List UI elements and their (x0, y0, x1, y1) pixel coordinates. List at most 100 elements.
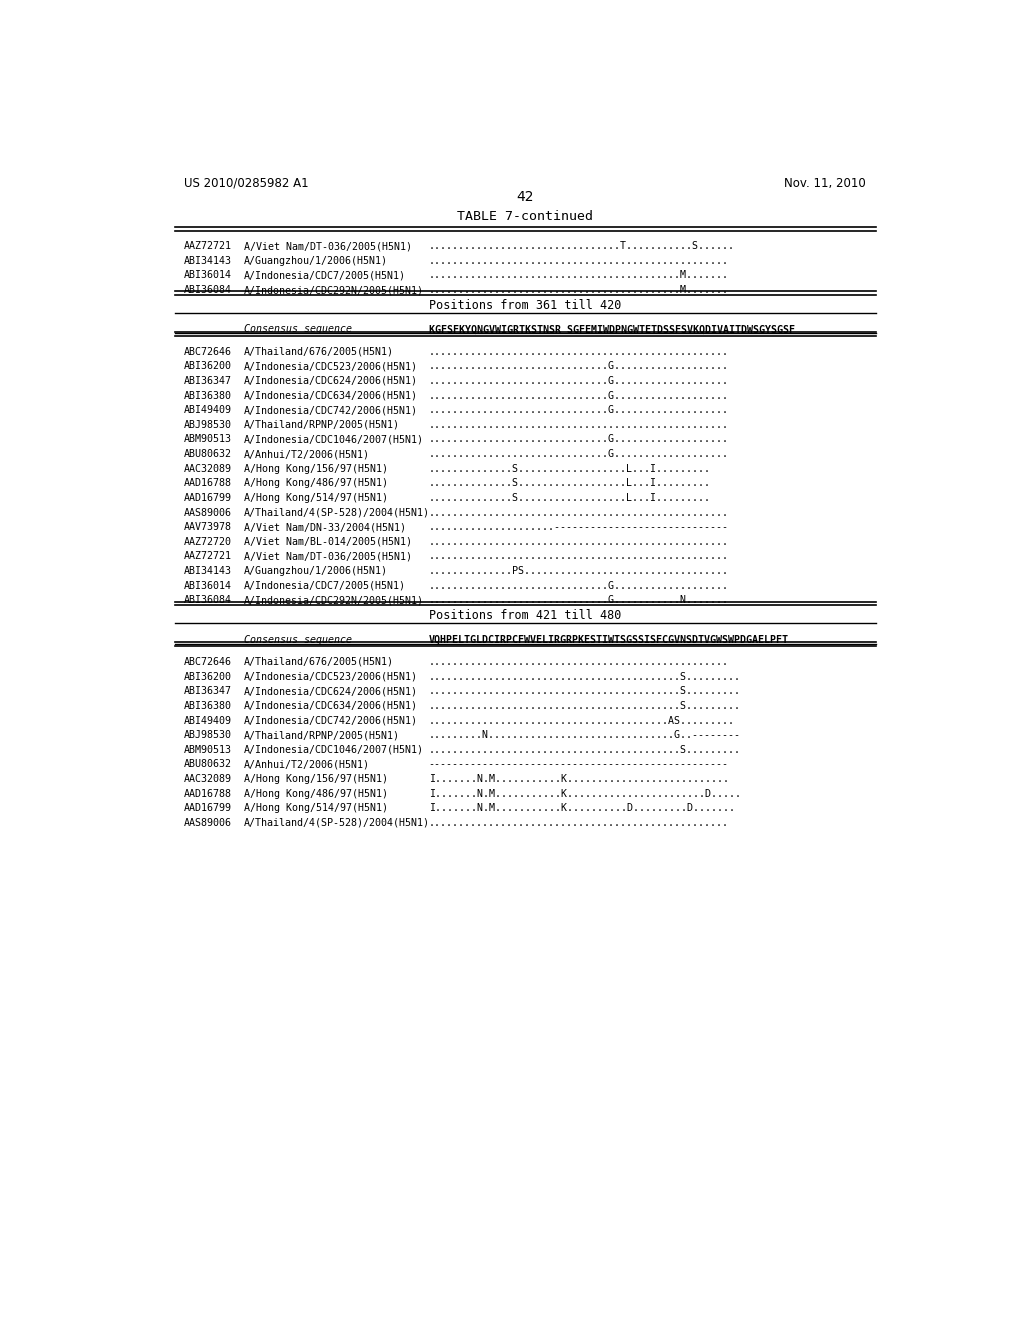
Text: A/Anhui/T2/2006(H5N1): A/Anhui/T2/2006(H5N1) (245, 759, 371, 770)
Text: AAD16799: AAD16799 (183, 804, 231, 813)
Text: ................................T...........S......: ................................T.......… (429, 242, 734, 251)
Text: A/Hong Kong/514/97(H5N1): A/Hong Kong/514/97(H5N1) (245, 804, 388, 813)
Text: ABI36014: ABI36014 (183, 581, 231, 591)
Text: A/Hong Kong/486/97(H5N1): A/Hong Kong/486/97(H5N1) (245, 478, 388, 488)
Text: A/Indonesia/CDC634/2006(H5N1): A/Indonesia/CDC634/2006(H5N1) (245, 391, 418, 400)
Text: A/Hong Kong/486/97(H5N1): A/Hong Kong/486/97(H5N1) (245, 788, 388, 799)
Text: ..............................G...................: ..............................G.........… (429, 362, 729, 371)
Text: A/Anhui/T2/2006(H5N1): A/Anhui/T2/2006(H5N1) (245, 449, 371, 459)
Text: ..................................................: ........................................… (429, 347, 729, 356)
Text: ..........................................M.......: ........................................… (429, 271, 729, 280)
Text: A/Thailand/RPNP/2005(H5N1): A/Thailand/RPNP/2005(H5N1) (245, 730, 400, 741)
Text: ..............................G...................: ..............................G.........… (429, 391, 729, 400)
Text: ..............PS..................................: ..............PS........................… (429, 566, 729, 576)
Text: A/Thailand/676/2005(H5N1): A/Thailand/676/2005(H5N1) (245, 657, 394, 667)
Text: AAS89006: AAS89006 (183, 818, 231, 828)
Text: A/Indonesia/CDC1046/2007(H5N1): A/Indonesia/CDC1046/2007(H5N1) (245, 434, 424, 445)
Text: ..........................................M.......: ........................................… (429, 285, 729, 296)
Text: ..................................................: ........................................… (429, 256, 729, 265)
Text: I.......N.M...........K.......................D.....: I.......N.M...........K.................… (429, 788, 740, 799)
Text: A/Viet Nam/DN-33/2004(H5N1): A/Viet Nam/DN-33/2004(H5N1) (245, 523, 407, 532)
Text: ..............................G...................: ..............................G.........… (429, 376, 729, 385)
Text: ABC72646: ABC72646 (183, 347, 231, 356)
Text: ABU80632: ABU80632 (183, 759, 231, 770)
Text: ..........................................S.........: ........................................… (429, 744, 740, 755)
Text: ABJ98530: ABJ98530 (183, 730, 231, 741)
Text: A/Guangzhou/1/2006(H5N1): A/Guangzhou/1/2006(H5N1) (245, 256, 388, 265)
Text: ..........................................S.........: ........................................… (429, 701, 740, 711)
Text: A/Indonesia/CDC292N/2005(H5N1): A/Indonesia/CDC292N/2005(H5N1) (245, 285, 424, 296)
Text: ABI36014: ABI36014 (183, 271, 231, 280)
Text: A/Indonesia/CDC742/2006(H5N1): A/Indonesia/CDC742/2006(H5N1) (245, 715, 418, 726)
Text: ABJ98530: ABJ98530 (183, 420, 231, 430)
Text: A/Hong Kong/514/97(H5N1): A/Hong Kong/514/97(H5N1) (245, 492, 388, 503)
Text: US 2010/0285982 A1: US 2010/0285982 A1 (183, 177, 308, 190)
Text: ..................................................: ........................................… (429, 552, 729, 561)
Text: A/Hong Kong/156/97(H5N1): A/Hong Kong/156/97(H5N1) (245, 463, 388, 474)
Text: .....................-----------------------------: .....................-------------------… (429, 523, 729, 532)
Text: ABI36200: ABI36200 (183, 362, 231, 371)
Text: A/Indonesia/CDC7/2005(H5N1): A/Indonesia/CDC7/2005(H5N1) (245, 581, 407, 591)
Text: A/Hong Kong/156/97(H5N1): A/Hong Kong/156/97(H5N1) (245, 774, 388, 784)
Text: ABI36347: ABI36347 (183, 686, 231, 696)
Text: ..................................................: ........................................… (429, 508, 729, 517)
Text: ABI49409: ABI49409 (183, 715, 231, 726)
Text: ..............................G...................: ..............................G.........… (429, 581, 729, 591)
Text: A/Viet Nam/BL-014/2005(H5N1): A/Viet Nam/BL-014/2005(H5N1) (245, 537, 413, 546)
Text: A/Indonesia/CDC742/2006(H5N1): A/Indonesia/CDC742/2006(H5N1) (245, 405, 418, 416)
Text: AAV73978: AAV73978 (183, 523, 231, 532)
Text: VQHPELTGLDCIRPCFWVELIRGRPKESTIWTSGSSISFCGVNSDTVGWSWPDGAELPFT: VQHPELTGLDCIRPCFWVELIRGRPKESTIWTSGSSISFC… (429, 635, 788, 644)
Text: KGFSFKYQNGVWIGRTKSTNSR SGFEMIWDPNGWTETDSSFSVKQDIVAITDWSGYSGSF: KGFSFKYQNGVWIGRTKSTNSR SGFEMIWDPNGWTETDS… (429, 325, 795, 334)
Text: ABI34143: ABI34143 (183, 256, 231, 265)
Text: Nov. 11, 2010: Nov. 11, 2010 (784, 177, 866, 190)
Text: AAC32089: AAC32089 (183, 463, 231, 474)
Text: ..............................G...........N.......: ..............................G.........… (429, 595, 729, 606)
Text: ABI36380: ABI36380 (183, 391, 231, 400)
Text: ..........................................S.........: ........................................… (429, 686, 740, 696)
Text: ABI34143: ABI34143 (183, 566, 231, 576)
Text: AAS89006: AAS89006 (183, 508, 231, 517)
Text: AAC32089: AAC32089 (183, 774, 231, 784)
Text: ABM90513: ABM90513 (183, 434, 231, 445)
Text: ..............................G...................: ..............................G.........… (429, 449, 729, 459)
Text: A/Thailand/4(SP-528)/2004(H5N1): A/Thailand/4(SP-528)/2004(H5N1) (245, 818, 430, 828)
Text: TABLE 7-continued: TABLE 7-continued (457, 210, 593, 223)
Text: A/Thailand/RPNP/2005(H5N1): A/Thailand/RPNP/2005(H5N1) (245, 420, 400, 430)
Text: Consensus sequence: Consensus sequence (245, 325, 352, 334)
Text: Consensus sequence: Consensus sequence (245, 635, 352, 644)
Text: A/Viet Nam/DT-036/2005(H5N1): A/Viet Nam/DT-036/2005(H5N1) (245, 552, 413, 561)
Text: AAD16788: AAD16788 (183, 478, 231, 488)
Text: --------------------------------------------------: ----------------------------------------… (429, 759, 729, 770)
Text: ABI36200: ABI36200 (183, 672, 231, 681)
Text: ABI36084: ABI36084 (183, 595, 231, 606)
Text: .........N...............................G..--------: .........N..............................… (429, 730, 740, 741)
Text: A/Indonesia/CDC523/2006(H5N1): A/Indonesia/CDC523/2006(H5N1) (245, 672, 418, 681)
Text: ABU80632: ABU80632 (183, 449, 231, 459)
Text: ..................................................: ........................................… (429, 657, 729, 667)
Text: ..............S..................L...I.........: ..............S..................L...I..… (429, 463, 711, 474)
Text: AAZ72720: AAZ72720 (183, 537, 231, 546)
Text: A/Indonesia/CDC624/2006(H5N1): A/Indonesia/CDC624/2006(H5N1) (245, 686, 418, 696)
Text: ..............................G...................: ..............................G.........… (429, 434, 729, 445)
Text: ABC72646: ABC72646 (183, 657, 231, 667)
Text: ABI36347: ABI36347 (183, 376, 231, 385)
Text: ABM90513: ABM90513 (183, 744, 231, 755)
Text: A/Indonesia/CDC634/2006(H5N1): A/Indonesia/CDC634/2006(H5N1) (245, 701, 418, 711)
Text: ..............S..................L...I.........: ..............S..................L...I..… (429, 478, 711, 488)
Text: A/Thailand/676/2005(H5N1): A/Thailand/676/2005(H5N1) (245, 347, 394, 356)
Text: A/Indonesia/CDC7/2005(H5N1): A/Indonesia/CDC7/2005(H5N1) (245, 271, 407, 280)
Text: ..................................................: ........................................… (429, 818, 729, 828)
Text: AAZ72721: AAZ72721 (183, 242, 231, 251)
Text: ..........................................S.........: ........................................… (429, 672, 740, 681)
Text: Positions from 361 till 420: Positions from 361 till 420 (429, 298, 621, 312)
Text: AAZ72721: AAZ72721 (183, 552, 231, 561)
Text: A/Indonesia/CDC624/2006(H5N1): A/Indonesia/CDC624/2006(H5N1) (245, 376, 418, 385)
Text: I.......N.M...........K..........D.........D.......: I.......N.M...........K..........D......… (429, 804, 734, 813)
Text: ..................................................: ........................................… (429, 420, 729, 430)
Text: A/Guangzhou/1/2006(H5N1): A/Guangzhou/1/2006(H5N1) (245, 566, 388, 576)
Text: 42: 42 (516, 190, 534, 203)
Text: ..............................G...................: ..............................G.........… (429, 405, 729, 416)
Text: ........................................AS.........: ........................................… (429, 715, 734, 726)
Text: ABI49409: ABI49409 (183, 405, 231, 416)
Text: I.......N.M...........K...........................: I.......N.M...........K.................… (429, 774, 729, 784)
